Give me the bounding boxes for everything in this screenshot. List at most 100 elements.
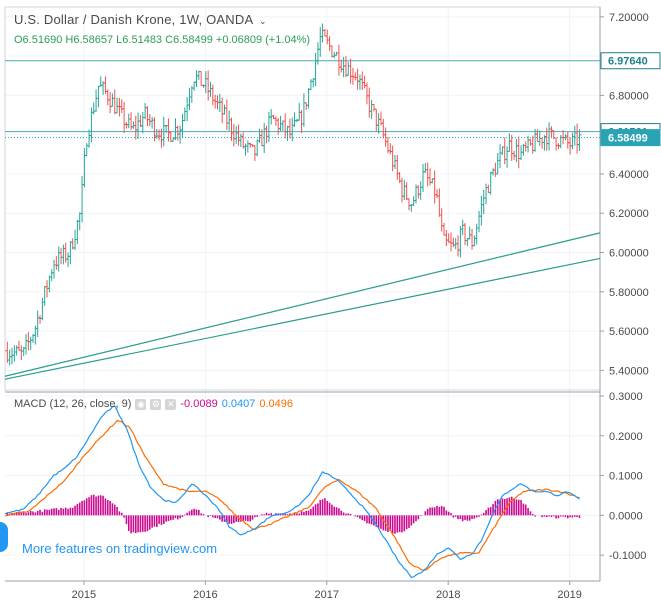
signal-line — [4, 419, 580, 571]
ohlc-bar — [143, 103, 148, 120]
ohlc-bar — [348, 58, 353, 84]
promo-link[interactable]: More features on tradingview.com — [22, 541, 218, 556]
ohlc-bar — [87, 129, 92, 148]
ohlc-bar — [320, 23, 325, 43]
ohlc-bar — [479, 195, 484, 226]
ohlc-bar — [269, 108, 274, 125]
ohlc-bar — [523, 141, 528, 152]
price-tick-label: 6.40000 — [609, 169, 649, 181]
ohlc-bar — [451, 237, 456, 248]
ohlc-bar — [56, 246, 61, 272]
ohlc-bar — [28, 336, 33, 350]
ohlc-bar — [528, 139, 533, 146]
low-value: L6.51483 — [116, 34, 163, 46]
ohlc-bar — [38, 315, 43, 324]
ohlc-bar — [168, 131, 173, 143]
ohlc-bar — [147, 114, 152, 127]
ohlc-bar — [477, 210, 482, 233]
macd-label[interactable]: MACD (12, 26, close, 9) — [14, 398, 132, 410]
ohlc-bar — [472, 235, 477, 247]
macd-tick-label: 0.0000 — [609, 510, 643, 522]
ohlc-bar — [355, 68, 360, 90]
ohlc-bar — [266, 111, 271, 143]
ohlc-bar — [495, 152, 500, 175]
ohlc-bar — [493, 162, 498, 177]
symbol-legend: U.S. Dollar / Danish Krone, 1W, OANDA ⌄ — [14, 12, 266, 27]
open-value: O6.51690 — [14, 34, 63, 46]
ohlc-bar — [484, 183, 489, 205]
ohlc-bar — [327, 36, 332, 51]
ohlc-bar — [217, 93, 222, 112]
ohlc-bar — [262, 123, 267, 154]
ohlc-bar — [343, 56, 348, 78]
ohlc-bar — [374, 108, 379, 131]
ohlc-bar — [535, 129, 540, 142]
ohlc-bar — [182, 107, 187, 122]
ohlc-bar — [91, 102, 96, 115]
ohlc-bar — [115, 97, 120, 114]
ohlc-bar — [577, 129, 582, 151]
ohlc-bar — [150, 116, 155, 129]
ohlc-bar — [357, 74, 362, 90]
ohlc-bar — [280, 120, 285, 131]
macd-tick-label: 0.3000 — [609, 391, 643, 403]
ohlc-bar — [19, 345, 24, 361]
ohlc-bar — [514, 139, 519, 163]
ohlc-bar — [122, 101, 127, 133]
ohlc-bar — [449, 232, 454, 252]
trend-line — [4, 257, 601, 380]
ohlc-values: O6.51690 H6.58657 L6.51483 C6.58499 +0.0… — [14, 34, 310, 46]
ohlc-bar — [285, 125, 290, 141]
ohlc-bar — [390, 145, 395, 172]
ohlc-bar — [500, 146, 505, 155]
ohlc-bar — [547, 122, 552, 151]
ohlc-bar — [14, 345, 19, 356]
ohlc-bar — [369, 99, 374, 119]
ohlc-bar — [138, 114, 143, 128]
ohlc-bar — [47, 275, 52, 293]
ohlc-bar — [35, 310, 40, 338]
ohlc-bar — [245, 140, 250, 153]
ohlc-bar — [481, 189, 486, 215]
price-tick-label: 7.20000 — [609, 12, 649, 24]
symbol-title[interactable]: U.S. Dollar / Danish Krone, 1W, OANDA — [14, 12, 254, 27]
ohlc-bar — [442, 222, 447, 236]
ohlc-bar — [388, 143, 393, 155]
ohlc-bar — [220, 97, 225, 124]
ohlc-bar — [306, 88, 311, 109]
change-value: +0.06809 (+1.04%) — [215, 34, 311, 46]
close-value: C6.58499 — [165, 34, 213, 46]
ohlc-bar — [325, 29, 330, 45]
ohlc-bar — [467, 226, 472, 240]
price-label-box — [600, 52, 661, 70]
ohlc-bar — [94, 89, 99, 113]
ohlc-bar — [304, 102, 309, 110]
ohlc-bar — [175, 125, 180, 141]
ohlc-bar — [530, 135, 535, 154]
eye-icon[interactable]: ◉ — [135, 398, 147, 410]
ohlc-bar — [364, 82, 369, 105]
ohlc-bar — [59, 247, 64, 265]
ohlc-bar — [334, 51, 339, 56]
settings-icon[interactable]: ⚙ — [150, 398, 162, 410]
side-panel-handle[interactable] — [0, 522, 8, 552]
ohlc-bar — [17, 340, 22, 351]
ohlc-bar — [371, 104, 376, 112]
ohlc-bar — [194, 70, 199, 88]
ohlc-bar — [439, 208, 444, 232]
ohlc-bar — [173, 118, 178, 141]
ohlc-bar — [313, 52, 318, 87]
ohlc-bar — [40, 297, 45, 321]
ohlc-bar — [456, 235, 461, 257]
time-tick-label: 2016 — [193, 589, 217, 601]
time-tick-label: 2015 — [72, 589, 96, 601]
ohlc-bar — [420, 164, 425, 193]
ohlc-bar — [222, 104, 227, 115]
high-value: H6.58657 — [65, 34, 114, 46]
close-icon[interactable]: ✕ — [165, 398, 177, 410]
ohlc-bar — [192, 81, 197, 91]
ohlc-bar — [124, 122, 129, 129]
ohlc-bar — [381, 118, 386, 139]
ohlc-bar — [362, 75, 367, 89]
chevron-down-icon[interactable]: ⌄ — [258, 16, 267, 26]
